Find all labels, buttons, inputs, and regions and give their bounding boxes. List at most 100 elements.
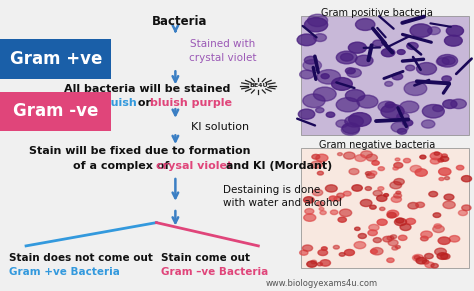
Text: bluish: bluish [100,98,137,108]
Circle shape [311,161,323,168]
Circle shape [358,233,366,239]
Circle shape [434,224,441,228]
Circle shape [440,156,449,162]
Circle shape [443,201,455,209]
Text: Stain come out: Stain come out [161,253,250,262]
Text: Gram positive bacteria: Gram positive bacteria [321,8,433,18]
Circle shape [349,113,371,126]
Circle shape [380,207,385,210]
Text: Bacteria: Bacteria [152,15,208,28]
Circle shape [462,175,472,182]
Circle shape [369,171,377,175]
Circle shape [431,263,438,268]
Circle shape [441,154,447,157]
Text: bluish purple: bluish purple [150,98,232,108]
Circle shape [399,235,407,240]
Circle shape [387,258,394,262]
Circle shape [403,158,410,163]
Circle shape [311,260,317,264]
Circle shape [406,218,416,224]
Circle shape [343,191,351,196]
Circle shape [344,152,355,159]
Circle shape [456,165,464,170]
Circle shape [378,101,396,112]
Circle shape [404,81,427,95]
Circle shape [355,227,360,230]
Circle shape [396,191,401,194]
Text: Gram –ve Bacteria: Gram –ve Bacteria [161,267,268,277]
Circle shape [414,255,420,259]
Text: Gram -ve: Gram -ve [13,102,99,120]
Circle shape [365,172,371,175]
Circle shape [337,153,342,156]
Circle shape [397,50,405,54]
Circle shape [369,224,379,231]
Circle shape [392,246,398,250]
Circle shape [444,194,454,200]
Circle shape [320,260,330,266]
Circle shape [329,196,337,201]
Circle shape [445,35,462,46]
Circle shape [447,26,464,36]
Text: Stain will be fixed due to formation: Stain will be fixed due to formation [29,146,251,156]
Circle shape [303,60,321,71]
Circle shape [320,211,326,214]
Circle shape [410,165,421,172]
Circle shape [330,210,338,214]
Text: Destaining is done
with water and alcohol: Destaining is done with water and alcoho… [223,185,342,208]
Circle shape [336,97,359,112]
Circle shape [312,189,323,196]
Circle shape [370,205,376,209]
Circle shape [394,163,403,168]
Circle shape [451,99,466,109]
Circle shape [377,195,387,201]
Circle shape [318,250,328,255]
Circle shape [355,55,373,66]
Circle shape [383,236,392,242]
Circle shape [336,120,348,127]
Circle shape [300,250,308,255]
Circle shape [313,87,336,101]
Text: and KI (Mordant): and KI (Mordant) [222,161,332,171]
Circle shape [390,182,401,189]
Circle shape [437,58,449,66]
Circle shape [397,129,407,134]
Circle shape [400,101,419,113]
Text: or: or [134,98,155,108]
Circle shape [304,56,317,64]
Circle shape [316,154,328,162]
Circle shape [373,40,383,47]
Circle shape [422,104,444,118]
Text: All bacteria will be stained: All bacteria will be stained [64,84,230,94]
Circle shape [314,34,327,42]
Circle shape [317,70,340,84]
Text: KI solution: KI solution [191,122,249,132]
Circle shape [368,230,377,236]
Circle shape [303,94,325,108]
Circle shape [373,190,382,196]
Circle shape [458,210,467,216]
Circle shape [341,124,359,135]
Circle shape [346,90,365,102]
Circle shape [391,235,397,239]
Circle shape [443,100,457,109]
Circle shape [371,248,383,255]
Circle shape [360,199,372,207]
Circle shape [417,63,437,75]
Circle shape [317,262,323,266]
Circle shape [378,187,384,190]
Circle shape [439,178,444,180]
Circle shape [337,51,357,64]
Circle shape [462,205,471,211]
Circle shape [393,193,401,198]
Circle shape [422,260,429,264]
Circle shape [429,191,438,197]
Circle shape [408,203,419,209]
Circle shape [433,105,443,111]
Circle shape [349,168,359,175]
Circle shape [312,154,320,159]
Circle shape [438,237,450,244]
Circle shape [420,236,428,241]
Circle shape [366,173,375,178]
Text: Gram +ve Bacteria: Gram +ve Bacteria [9,267,120,277]
